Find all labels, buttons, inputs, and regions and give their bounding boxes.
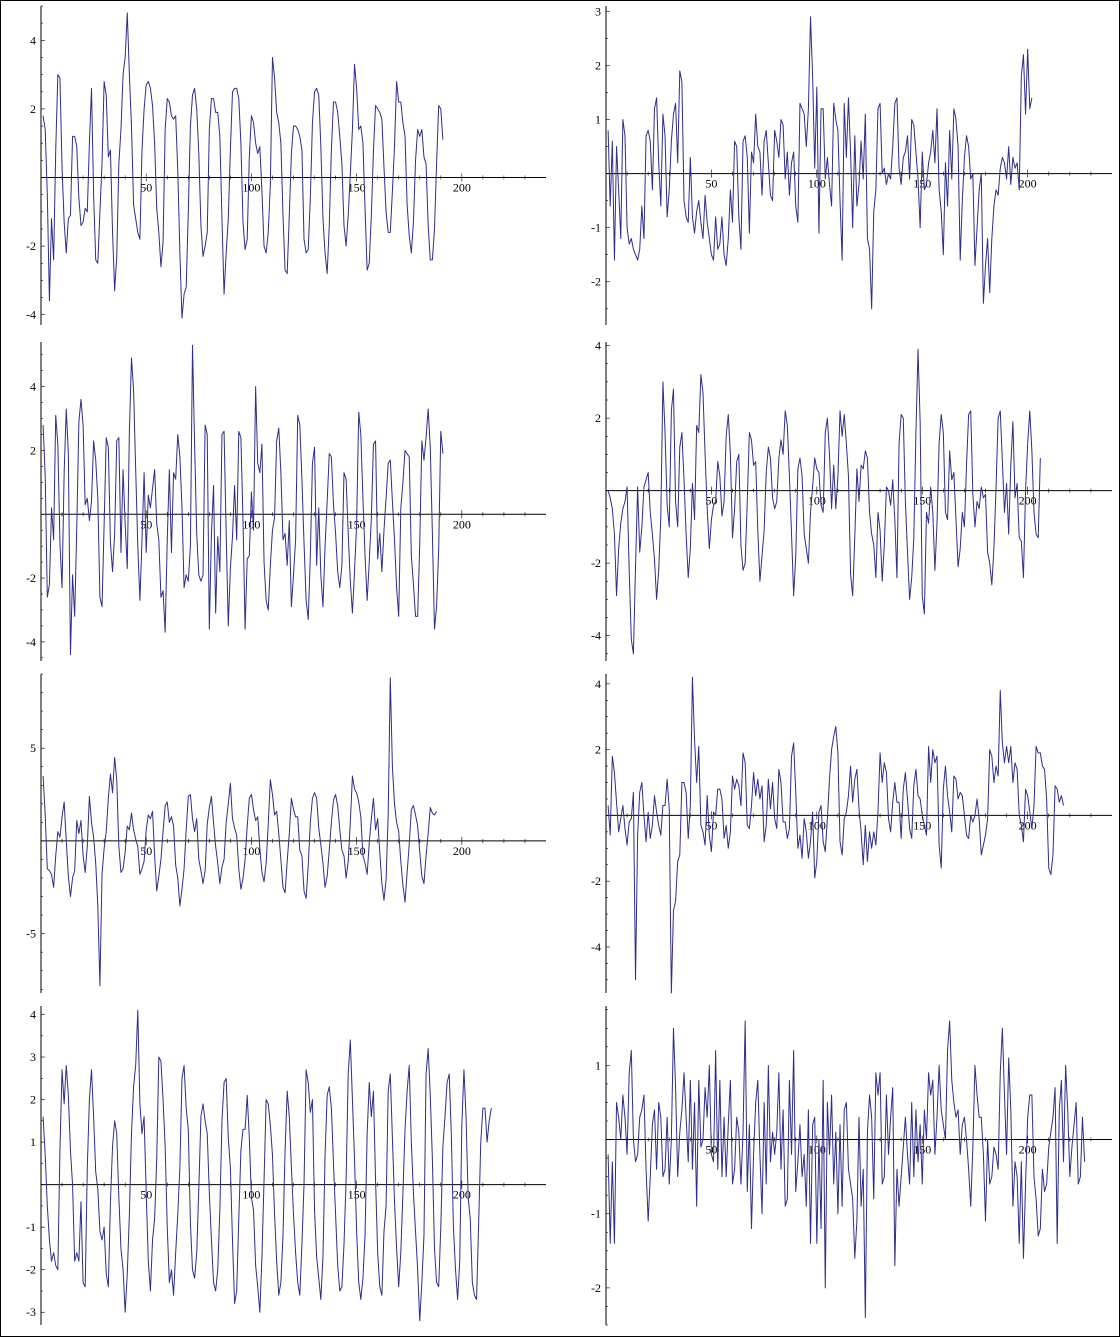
series-line [42,677,438,987]
x-tick-label: 50 [140,517,152,531]
y-tick-label: 5 [30,741,36,755]
y-tick-label: 1 [30,1135,36,1149]
y-tick-label: -2 [26,571,36,585]
series-line [607,676,1064,994]
y-tick-label: -2 [591,275,601,289]
x-tick-label: 50 [140,844,152,858]
series-line [42,12,444,319]
y-tick-label: -4 [26,635,36,649]
chart-panel-1: 50 100 150 200 -4 -2 2 4 [26,5,546,325]
x-tick-label: 200 [453,844,471,858]
y-tick-label: 2 [30,102,36,116]
x-tick-label: 200 [453,1188,471,1202]
x-tick-label: 100 [808,177,826,191]
y-tick-label: 2 [30,1093,36,1107]
y-tick-label: -2 [591,874,601,888]
chart-panel-4: 50 100 150 200-4-224 [591,339,1112,661]
x-tick-label: 200 [1019,1143,1037,1157]
x-tick-label: 200 [1019,494,1037,508]
y-tick-label: 1 [595,113,601,127]
y-tick-label: 3 [30,1050,36,1064]
y-tick-label: -2 [26,1263,36,1277]
x-tick-label: 150 [913,1143,931,1157]
y-tick-label: 2 [30,443,36,457]
x-tick-label: 50 [140,181,152,195]
x-tick-label: 150 [913,818,931,832]
y-tick-label: 3 [595,4,601,18]
x-tick-label: 150 [348,181,366,195]
y-tick-label: 4 [595,677,601,691]
chart-panel-2: 50 100 150 200 -2 -1 1 2 3 [591,4,1112,325]
y-tick-label: 4 [595,339,601,353]
chart-panel-3: 50 100 150 200-4-224 [26,342,546,661]
x-tick-label: 100 [242,844,260,858]
y-tick-label: 4 [30,33,36,47]
y-tick-label: 1 [595,1058,601,1072]
x-tick-label: 100 [242,517,260,531]
y-tick-label: -1 [26,1220,36,1234]
y-tick-label: -2 [26,239,36,253]
x-tick-label: 200 [453,517,471,531]
chart-panel-6: 50 100 150 200-4-224 [591,674,1112,994]
y-tick-label: -5 [26,927,36,941]
x-tick-label: 100 [242,181,260,195]
series-line [42,344,444,656]
y-tick-label: -1 [591,221,601,235]
series-line [607,1020,1086,1319]
y-tick-label: -4 [591,940,601,954]
x-tick-label: 100 [808,1143,826,1157]
y-tick-label: 4 [30,1008,36,1022]
series-line [607,16,1033,310]
x-tick-label: 50 [705,177,717,191]
y-tick-label: -4 [591,629,601,643]
chart-panel-8: 50 100 150 200-2-11 [591,1006,1112,1326]
x-tick-label: 50 [705,818,717,832]
x-tick-label: 150 [348,844,366,858]
y-tick-label: -2 [591,556,601,570]
y-tick-label: -1 [591,1207,601,1221]
series-line [42,1009,492,1322]
y-tick-label: 4 [30,380,36,394]
y-tick-label: 2 [595,411,601,425]
series-line [607,348,1041,655]
x-tick-label: 200 [1019,177,1037,191]
x-tick-label: 200 [453,181,471,195]
y-tick-label: 2 [595,58,601,72]
y-tick-label: -3 [26,1305,36,1319]
x-tick-label: 150 [913,177,931,191]
x-tick-label: 100 [808,818,826,832]
y-tick-label: -2 [591,1281,601,1295]
x-tick-label: 150 [913,494,931,508]
y-tick-label: -4 [26,308,36,322]
y-tick-label: 2 [595,743,601,757]
x-tick-label: 150 [348,1188,366,1202]
chart-panel-5: 50 100 150 200 -5 5 [26,673,546,993]
